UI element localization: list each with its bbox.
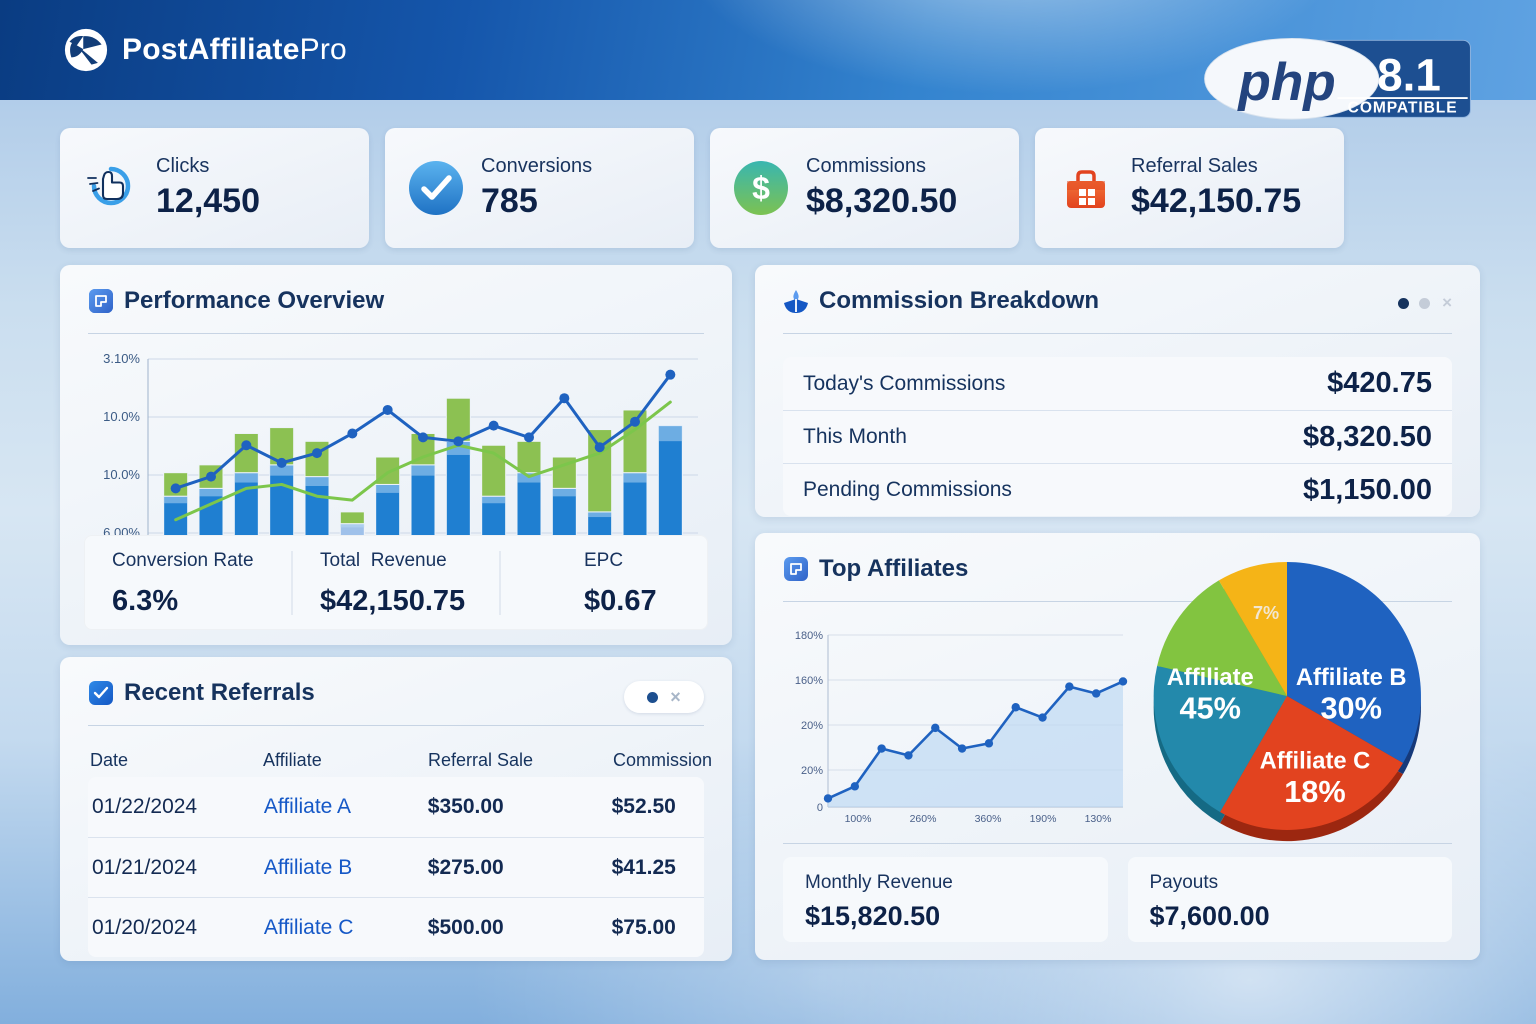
svg-text:Affiliate C: Affiliate C [1260,749,1371,775]
svg-text:3.10%: 3.10% [103,351,140,366]
svg-text:php: php [1236,53,1335,112]
svg-text:COMPATIBLE: COMPATIBLE [1348,100,1458,117]
svg-text:7%: 7% [1253,603,1279,623]
svg-text:Affiliate: Affiliate [1167,665,1254,691]
svg-text:Affiliate B: Affiliate B [1296,665,1407,691]
svg-text:18%: 18% [1284,774,1345,809]
svg-text:8.1: 8.1 [1377,50,1441,101]
svg-text:45%: 45% [1179,690,1240,725]
svg-text:10.0%: 10.0% [103,467,140,482]
svg-text:10.0%: 10.0% [103,409,140,424]
svg-text:30%: 30% [1320,690,1381,725]
svg-text:$: $ [752,170,770,206]
